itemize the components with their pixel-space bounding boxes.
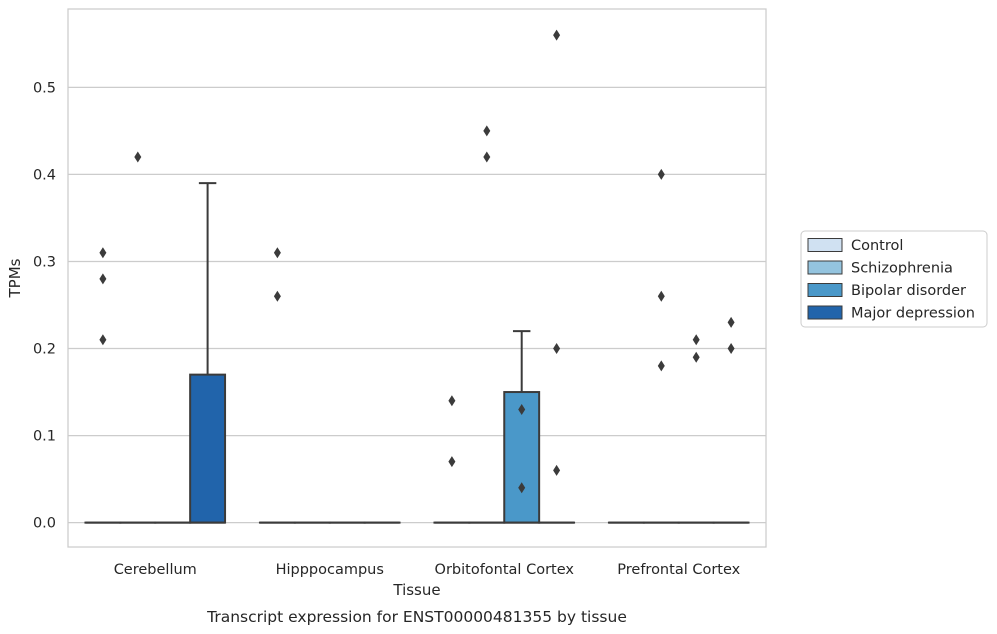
y-tick-label: 0.0 — [33, 516, 56, 532]
y-axis-label: TPMs — [6, 258, 24, 298]
x-tick-label: Cerebellum — [114, 562, 197, 578]
y-axis-ticks: 0.0 0.1 0.2 0.3 0.4 0.5 — [33, 80, 56, 531]
outlier-point — [692, 351, 700, 363]
x-tick-label: Prefrontal Cortex — [617, 562, 740, 578]
legend-swatch — [807, 260, 843, 275]
outlier-point — [692, 334, 700, 346]
outlier-point — [448, 395, 456, 407]
box-group — [503, 330, 541, 524]
grid-lines — [68, 86, 766, 524]
box — [189, 373, 227, 524]
outlier-point — [518, 482, 526, 494]
outlier-point — [99, 273, 107, 285]
outlier-point — [657, 360, 665, 372]
outlier-point — [99, 247, 107, 259]
legend-label: Bipolar disorder — [851, 283, 966, 299]
outlier-point — [657, 168, 665, 180]
x-tick-label: Hipppocampus — [276, 562, 384, 578]
outlier-point — [99, 334, 107, 346]
outlier-point — [273, 247, 281, 259]
legend-swatch — [807, 238, 843, 252]
box-group — [189, 182, 227, 524]
y-tick-label: 0.2 — [33, 342, 56, 358]
x-axis-ticks: Cerebellum Hipppocampus Orbitofontal Corte… — [114, 562, 741, 578]
outlier-point — [134, 151, 142, 163]
legend-label: Control — [851, 238, 903, 254]
chart-caption: Transcript expression for ENST0000048135… — [206, 608, 627, 626]
outlier-points — [99, 29, 735, 494]
box-series — [84, 182, 750, 524]
outlier-point — [448, 456, 456, 468]
y-tick-label: 0.3 — [33, 254, 56, 270]
outlier-point — [727, 316, 735, 328]
outlier-point — [483, 125, 491, 137]
x-tick-label: Orbitofontal Cortex — [435, 562, 575, 578]
legend: Control Schizophrenia Bipolar disorder Majo… — [800, 230, 988, 328]
plot-area-frame — [67, 8, 767, 548]
outlier-point — [727, 343, 735, 355]
y-tick-label: 0.5 — [33, 80, 56, 96]
legend-swatch — [807, 305, 843, 320]
outlier-point — [273, 290, 281, 302]
legend-frame — [800, 230, 988, 328]
outlier-point — [553, 343, 561, 355]
outlier-point — [553, 29, 561, 41]
outlier-point — [483, 151, 491, 163]
legend-swatch — [807, 283, 843, 297]
outlier-point — [518, 403, 526, 415]
outlier-point — [657, 290, 665, 302]
legend-label: Schizophrenia — [851, 261, 953, 277]
y-tick-label: 0.1 — [33, 429, 56, 445]
x-axis-label: Tissue — [392, 581, 440, 599]
outlier-point — [553, 464, 561, 476]
y-tick-label: 0.4 — [33, 167, 56, 183]
legend-label: Major depression — [851, 306, 975, 322]
